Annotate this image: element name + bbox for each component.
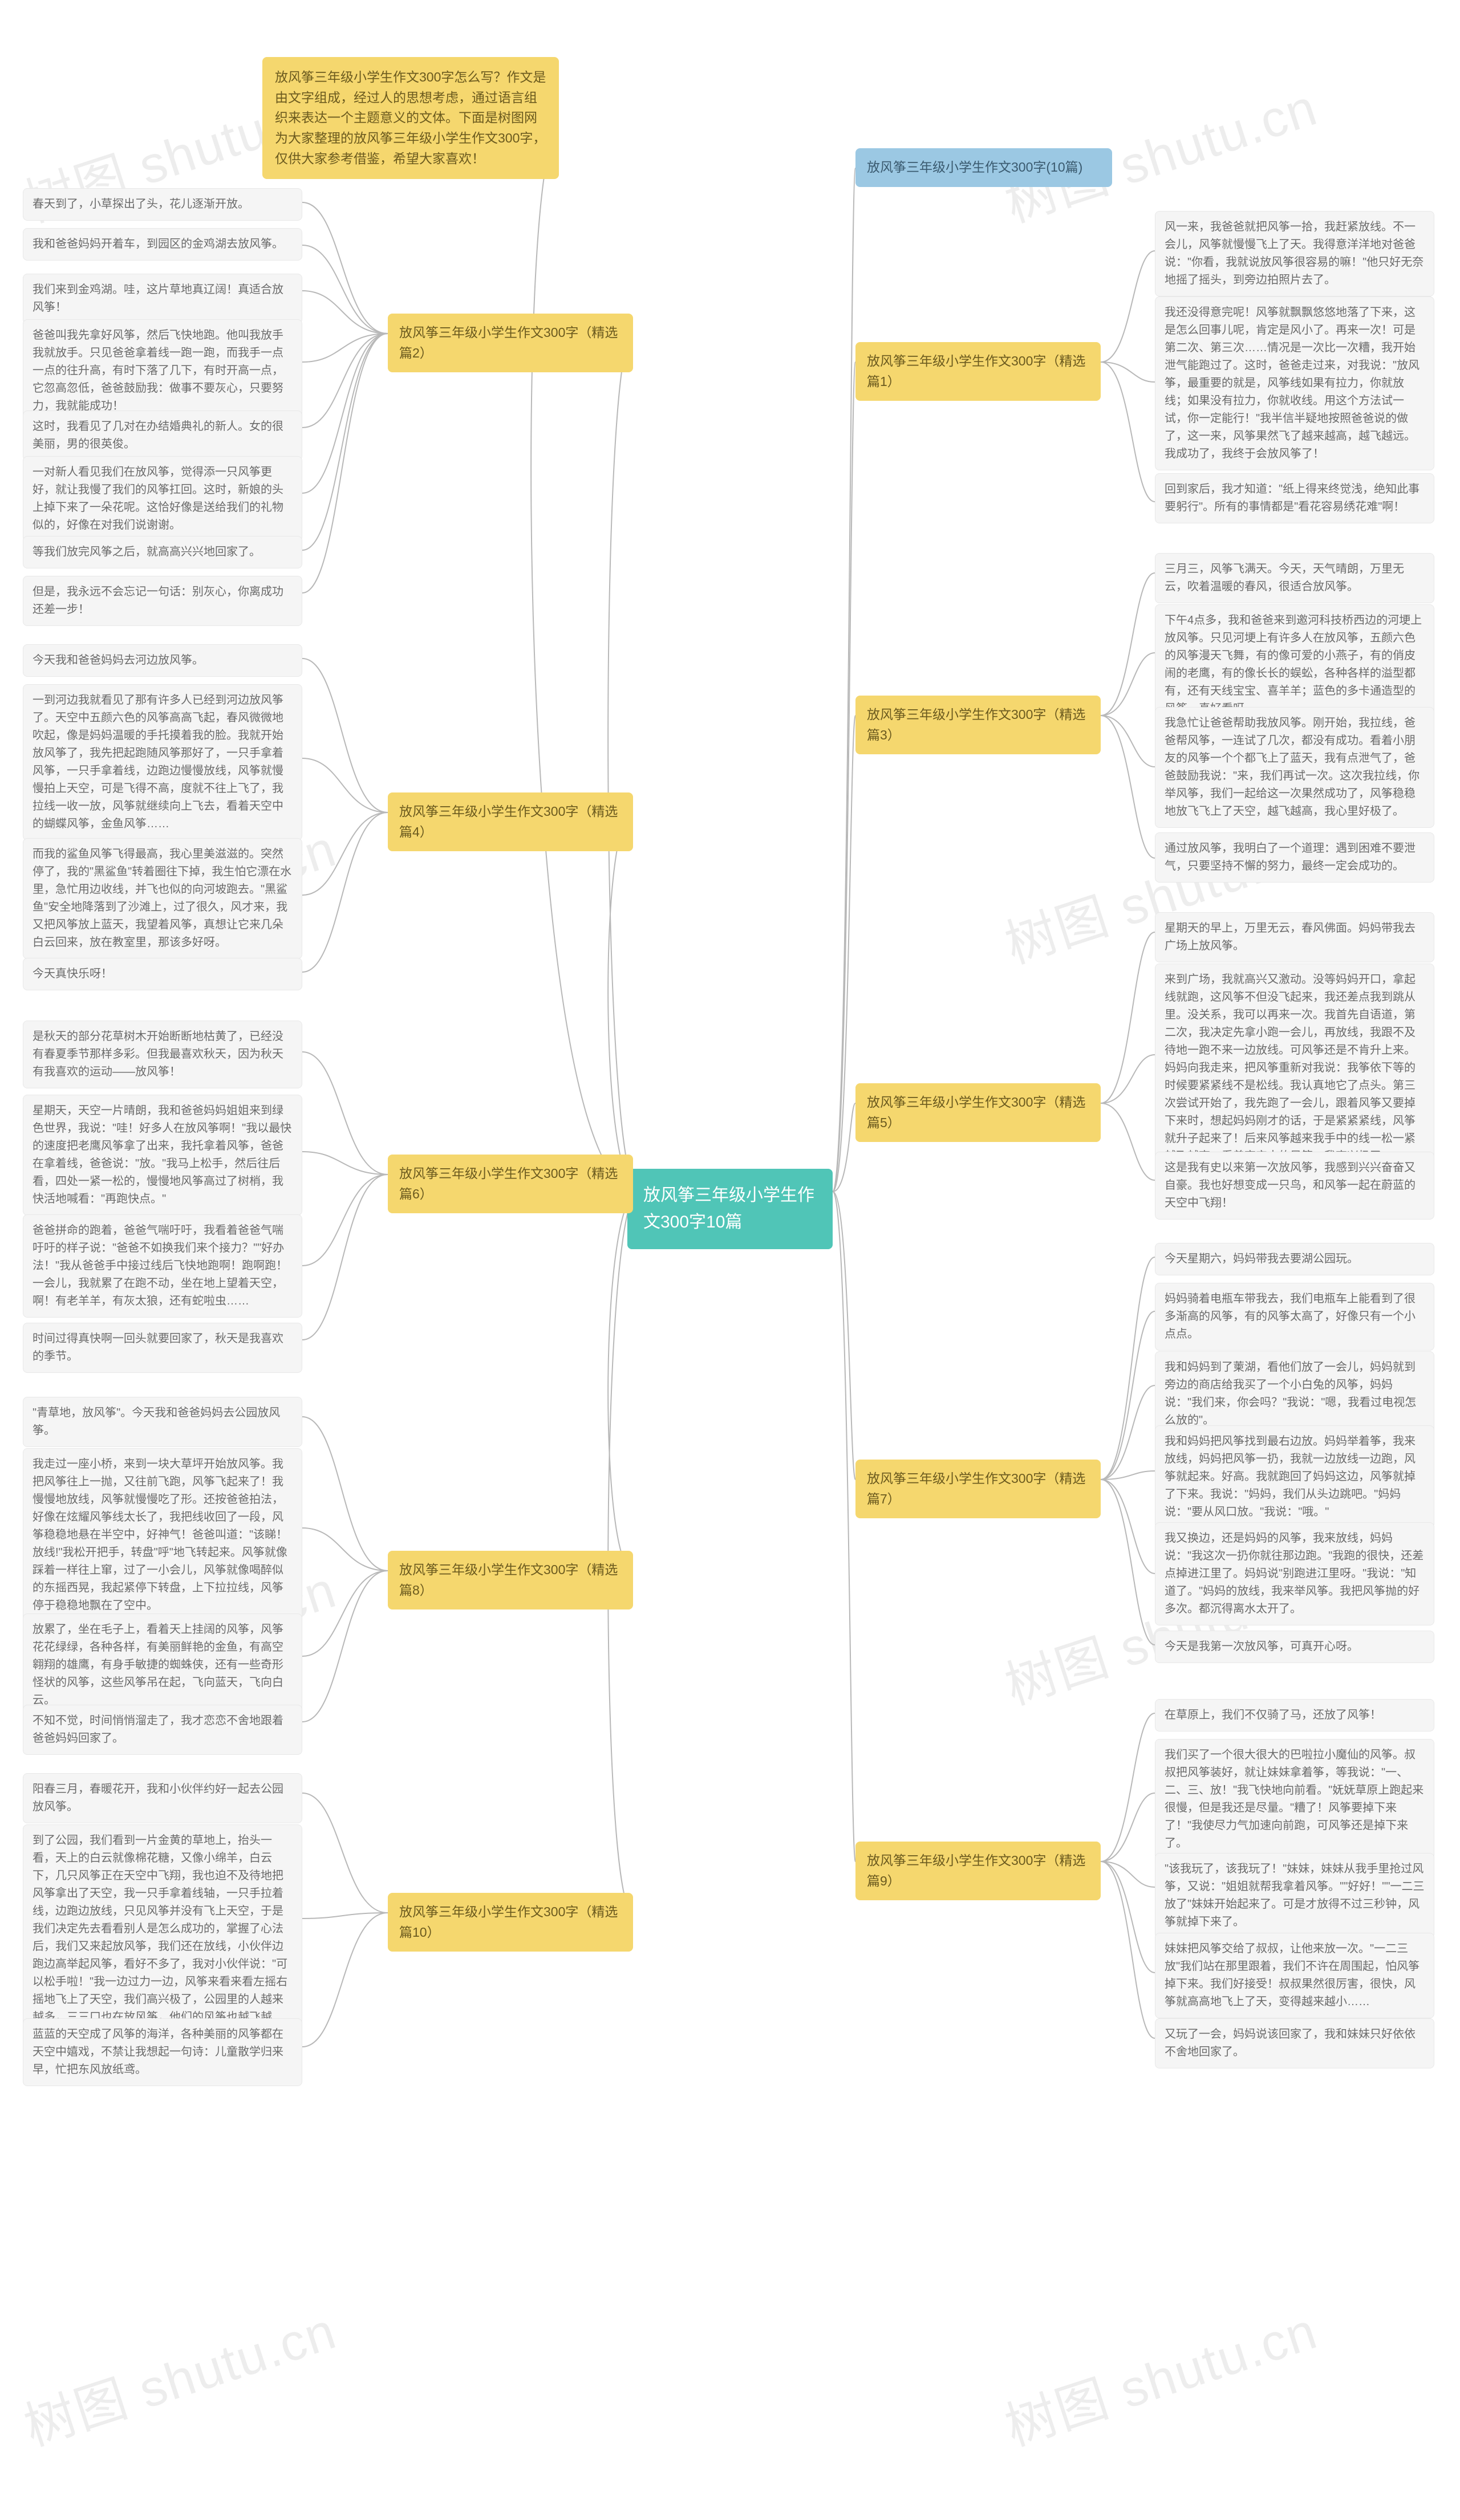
leaf[interactable]: 来到广场，我就高兴又激动。没等妈妈开口，拿起线就跑，这风筝不但没飞起来，我还差点… bbox=[1155, 964, 1434, 1173]
leaf[interactable]: 而我的鲨鱼风筝飞得最高，我心里美滋滋的。突然停了，我的"黑鲨鱼"转着圈往下掉，我… bbox=[23, 838, 302, 959]
leaf[interactable]: 这是我有史以来第一次放风筝，我感到兴兴奋奋又自豪。我也好想变成一只鸟，和风筝一起… bbox=[1155, 1152, 1434, 1220]
leaf[interactable]: 一对新人看见我们在放风筝，觉得添一只风筝更好，就让我慢了我们的风筝扛回。这时，新… bbox=[23, 456, 302, 542]
leaf[interactable]: 星期天，天空一片晴朗，我和爸爸妈妈姐姐来到绿色世界，我说："哇！好多人在放风筝啊… bbox=[23, 1095, 302, 1216]
mindmap-canvas: 树图 shutu.cn 树图 shutu.cn 树图 shutu.cn 树图 s… bbox=[0, 0, 1460, 2520]
leaf[interactable]: 今天真快乐呀！ bbox=[23, 958, 302, 990]
leaf[interactable]: 我们来到金鸡湖。哇，这片草地真辽阔！真适合放风筝！ bbox=[23, 274, 302, 324]
leaf[interactable]: 这时，我看见了几对在办结婚典礼的新人。女的很美丽，男的很英俊。 bbox=[23, 410, 302, 461]
branch-right-9[interactable]: 放风筝三年级小学生作文300字（精选篇9） bbox=[855, 1842, 1101, 1900]
leaf[interactable]: 爸爸拼命的跑着，爸爸气喘吁吁，我看着爸爸气喘吁吁的样子说："爸爸不如换我们来个接… bbox=[23, 1214, 302, 1318]
leaf[interactable]: 爸爸叫我先拿好风筝，然后飞快地跑。他叫我放手我就放手。只见爸爸拿着线一跑一跑，而… bbox=[23, 319, 302, 422]
leaf[interactable]: 不知不觉，时间悄悄溜走了，我才恋恋不舍地跟着爸爸妈妈回家了。 bbox=[23, 1705, 302, 1755]
leaf[interactable]: 但是，我永远不会忘记一句话：别灰心，你离成功还差一步！ bbox=[23, 576, 302, 626]
leaf[interactable]: 星期天的早上，万里无云，春风佛面。妈妈带我去广场上放风筝。 bbox=[1155, 912, 1434, 962]
branch-left-4[interactable]: 放风筝三年级小学生作文300字（精选篇4） bbox=[388, 792, 633, 851]
branch-right-title[interactable]: 放风筝三年级小学生作文300字(10篇) bbox=[855, 148, 1112, 187]
leaf[interactable]: 风一来，我爸爸就把风筝一拾，我赶紧放线。不一会儿，风筝就慢慢飞上了天。我得意洋洋… bbox=[1155, 211, 1434, 296]
leaf[interactable]: 到了公园，我们看到一片金黄的草地上，抬头一看，天上的白云就像棉花糖，又像小绵羊，… bbox=[23, 1824, 302, 2051]
branch-left-8[interactable]: 放风筝三年级小学生作文300字（精选篇8） bbox=[388, 1551, 633, 1609]
leaf[interactable]: 等我们放完风筝之后，就高高兴兴地回家了。 bbox=[23, 536, 302, 568]
branch-right-7[interactable]: 放风筝三年级小学生作文300字（精选篇7） bbox=[855, 1460, 1101, 1518]
leaf[interactable]: 回到家后，我才知道："纸上得来终觉浅，绝知此事要躬行"。所有的事情都是"看花容易… bbox=[1155, 473, 1434, 523]
leaf[interactable]: 我还没得意完呢！风筝就飘飘悠悠地落了下来，这是怎么回事儿呢，肯定是风小了。再来一… bbox=[1155, 296, 1434, 470]
branch-right-3[interactable]: 放风筝三年级小学生作文300字（精选篇3） bbox=[855, 696, 1101, 754]
leaf[interactable]: "该我玩了，该我玩了！"妹妹，妹妹从我手里抢过风筝，又说："姐姐就帮我拿着风筝。… bbox=[1155, 1853, 1434, 1938]
leaf[interactable]: 我们买了一个很大很大的巴啦拉小魔仙的风筝。叔叔把风筝装好，就让妹妹拿着筝，等我说… bbox=[1155, 1739, 1434, 1860]
leaf[interactable]: 我又换边，还是妈妈的风筝，我来放线，妈妈说："我这次一扔你就往那边跑。"我跑的很… bbox=[1155, 1522, 1434, 1625]
leaf[interactable]: 是秋天的部分花草树木开始断断地枯黄了，已经没有春夏季节那样多彩。但我最喜欢秋天，… bbox=[23, 1021, 302, 1088]
leaf[interactable]: 今天是我第一次放风筝，可真开心呀。 bbox=[1155, 1631, 1434, 1663]
leaf[interactable]: 又玩了一会，妈妈说该回家了，我和妹妹只好依依不舍地回家了。 bbox=[1155, 2018, 1434, 2068]
leaf[interactable]: 妈妈骑着电瓶车带我去，我们电瓶车上能看到了很多渐高的风筝，有的风筝太高了，好像只… bbox=[1155, 1283, 1434, 1351]
branch-left-10[interactable]: 放风筝三年级小学生作文300字（精选篇10） bbox=[388, 1893, 633, 1952]
leaf[interactable]: 蓝蓝的天空成了风筝的海洋，各种美丽的风筝都在天空中嬉戏，不禁让我想起一句诗：儿童… bbox=[23, 2018, 302, 2086]
leaf[interactable]: 三月三，风筝飞满天。今天，天气晴朗，万里无云，吹着温暖的春风，很适合放风筝。 bbox=[1155, 553, 1434, 603]
leaf[interactable]: 今天星期六，妈妈带我去要湖公园玩。 bbox=[1155, 1243, 1434, 1275]
branch-left-2[interactable]: 放风筝三年级小学生作文300字（精选篇2） bbox=[388, 314, 633, 372]
branch-right-1[interactable]: 放风筝三年级小学生作文300字（精选篇1） bbox=[855, 342, 1101, 401]
leaf[interactable]: 我和爸爸妈妈开着车，到园区的金鸡湖去放风筝。 bbox=[23, 228, 302, 261]
leaf[interactable]: 妹妹把风筝交给了叔叔，让他来放一次。"一二三放"我们站在那里跟着，我们不许在周围… bbox=[1155, 1933, 1434, 2018]
leaf[interactable]: 我急忙让爸爸帮助我放风筝。刚开始，我拉线，爸爸帮风筝，一连试了几次，都没有成功。… bbox=[1155, 707, 1434, 828]
leaf[interactable]: 我和妈妈到了萰湖，看他们放了一会儿，妈妈就到旁边的商店给我买了一个小白兔的风筝，… bbox=[1155, 1351, 1434, 1437]
watermark: 树图 shutu.cn bbox=[995, 2290, 1325, 2460]
leaf[interactable]: 时间过得真快啊一回头就要回家了，秋天是我喜欢的季节。 bbox=[23, 1323, 302, 1373]
branch-left-6[interactable]: 放风筝三年级小学生作文300字（精选篇6） bbox=[388, 1155, 633, 1213]
leaf[interactable]: 今天我和爸爸妈妈去河边放风筝。 bbox=[23, 644, 302, 677]
leaf[interactable]: 我走过一座小桥，来到一块大草坪开始放风筝。我把风筝往上一抛，又往前飞跑，风筝飞起… bbox=[23, 1448, 302, 1622]
leaf[interactable]: "青草地，放风筝"。今天我和爸爸妈妈去公园放风筝。 bbox=[23, 1397, 302, 1447]
branch-right-5[interactable]: 放风筝三年级小学生作文300字（精选篇5） bbox=[855, 1083, 1101, 1142]
leaf[interactable]: 春天到了，小草探出了头，花儿逐渐开放。 bbox=[23, 188, 302, 221]
center-node[interactable]: 放风筝三年级小学生作文300字10篇 bbox=[627, 1169, 833, 1249]
leaf[interactable]: 在草原上，我们不仅骑了马，还放了风筝！ bbox=[1155, 1699, 1434, 1732]
leaf[interactable]: 通过放风筝，我明白了一个道理：遇到困难不要泄气，只要坚持不懈的努力，最终一定会成… bbox=[1155, 832, 1434, 883]
leaf[interactable]: 一到河边我就看见了那有许多人已经到河边放风筝了。天空中五颜六色的风筝高高飞起，春… bbox=[23, 684, 302, 840]
leaf[interactable]: 放累了，坐在毛子上，看着天上挂阔的风筝，风筝花花绿绿，各种各样，有美丽鲜艳的金鱼… bbox=[23, 1613, 302, 1717]
watermark: 树图 shutu.cn bbox=[14, 2290, 344, 2460]
intro-node[interactable]: 放风筝三年级小学生作文300字怎么写？作文是由文字组成，经过人的思想考虑，通过语… bbox=[262, 57, 559, 179]
leaf[interactable]: 我和妈妈把风筝找到最右边放。妈妈举着筝，我来放线，妈妈把风筝一扔，我就一边放线一… bbox=[1155, 1425, 1434, 1529]
leaf[interactable]: 阳春三月，春暖花开，我和小伙伴约好一起去公园放风筝。 bbox=[23, 1773, 302, 1823]
